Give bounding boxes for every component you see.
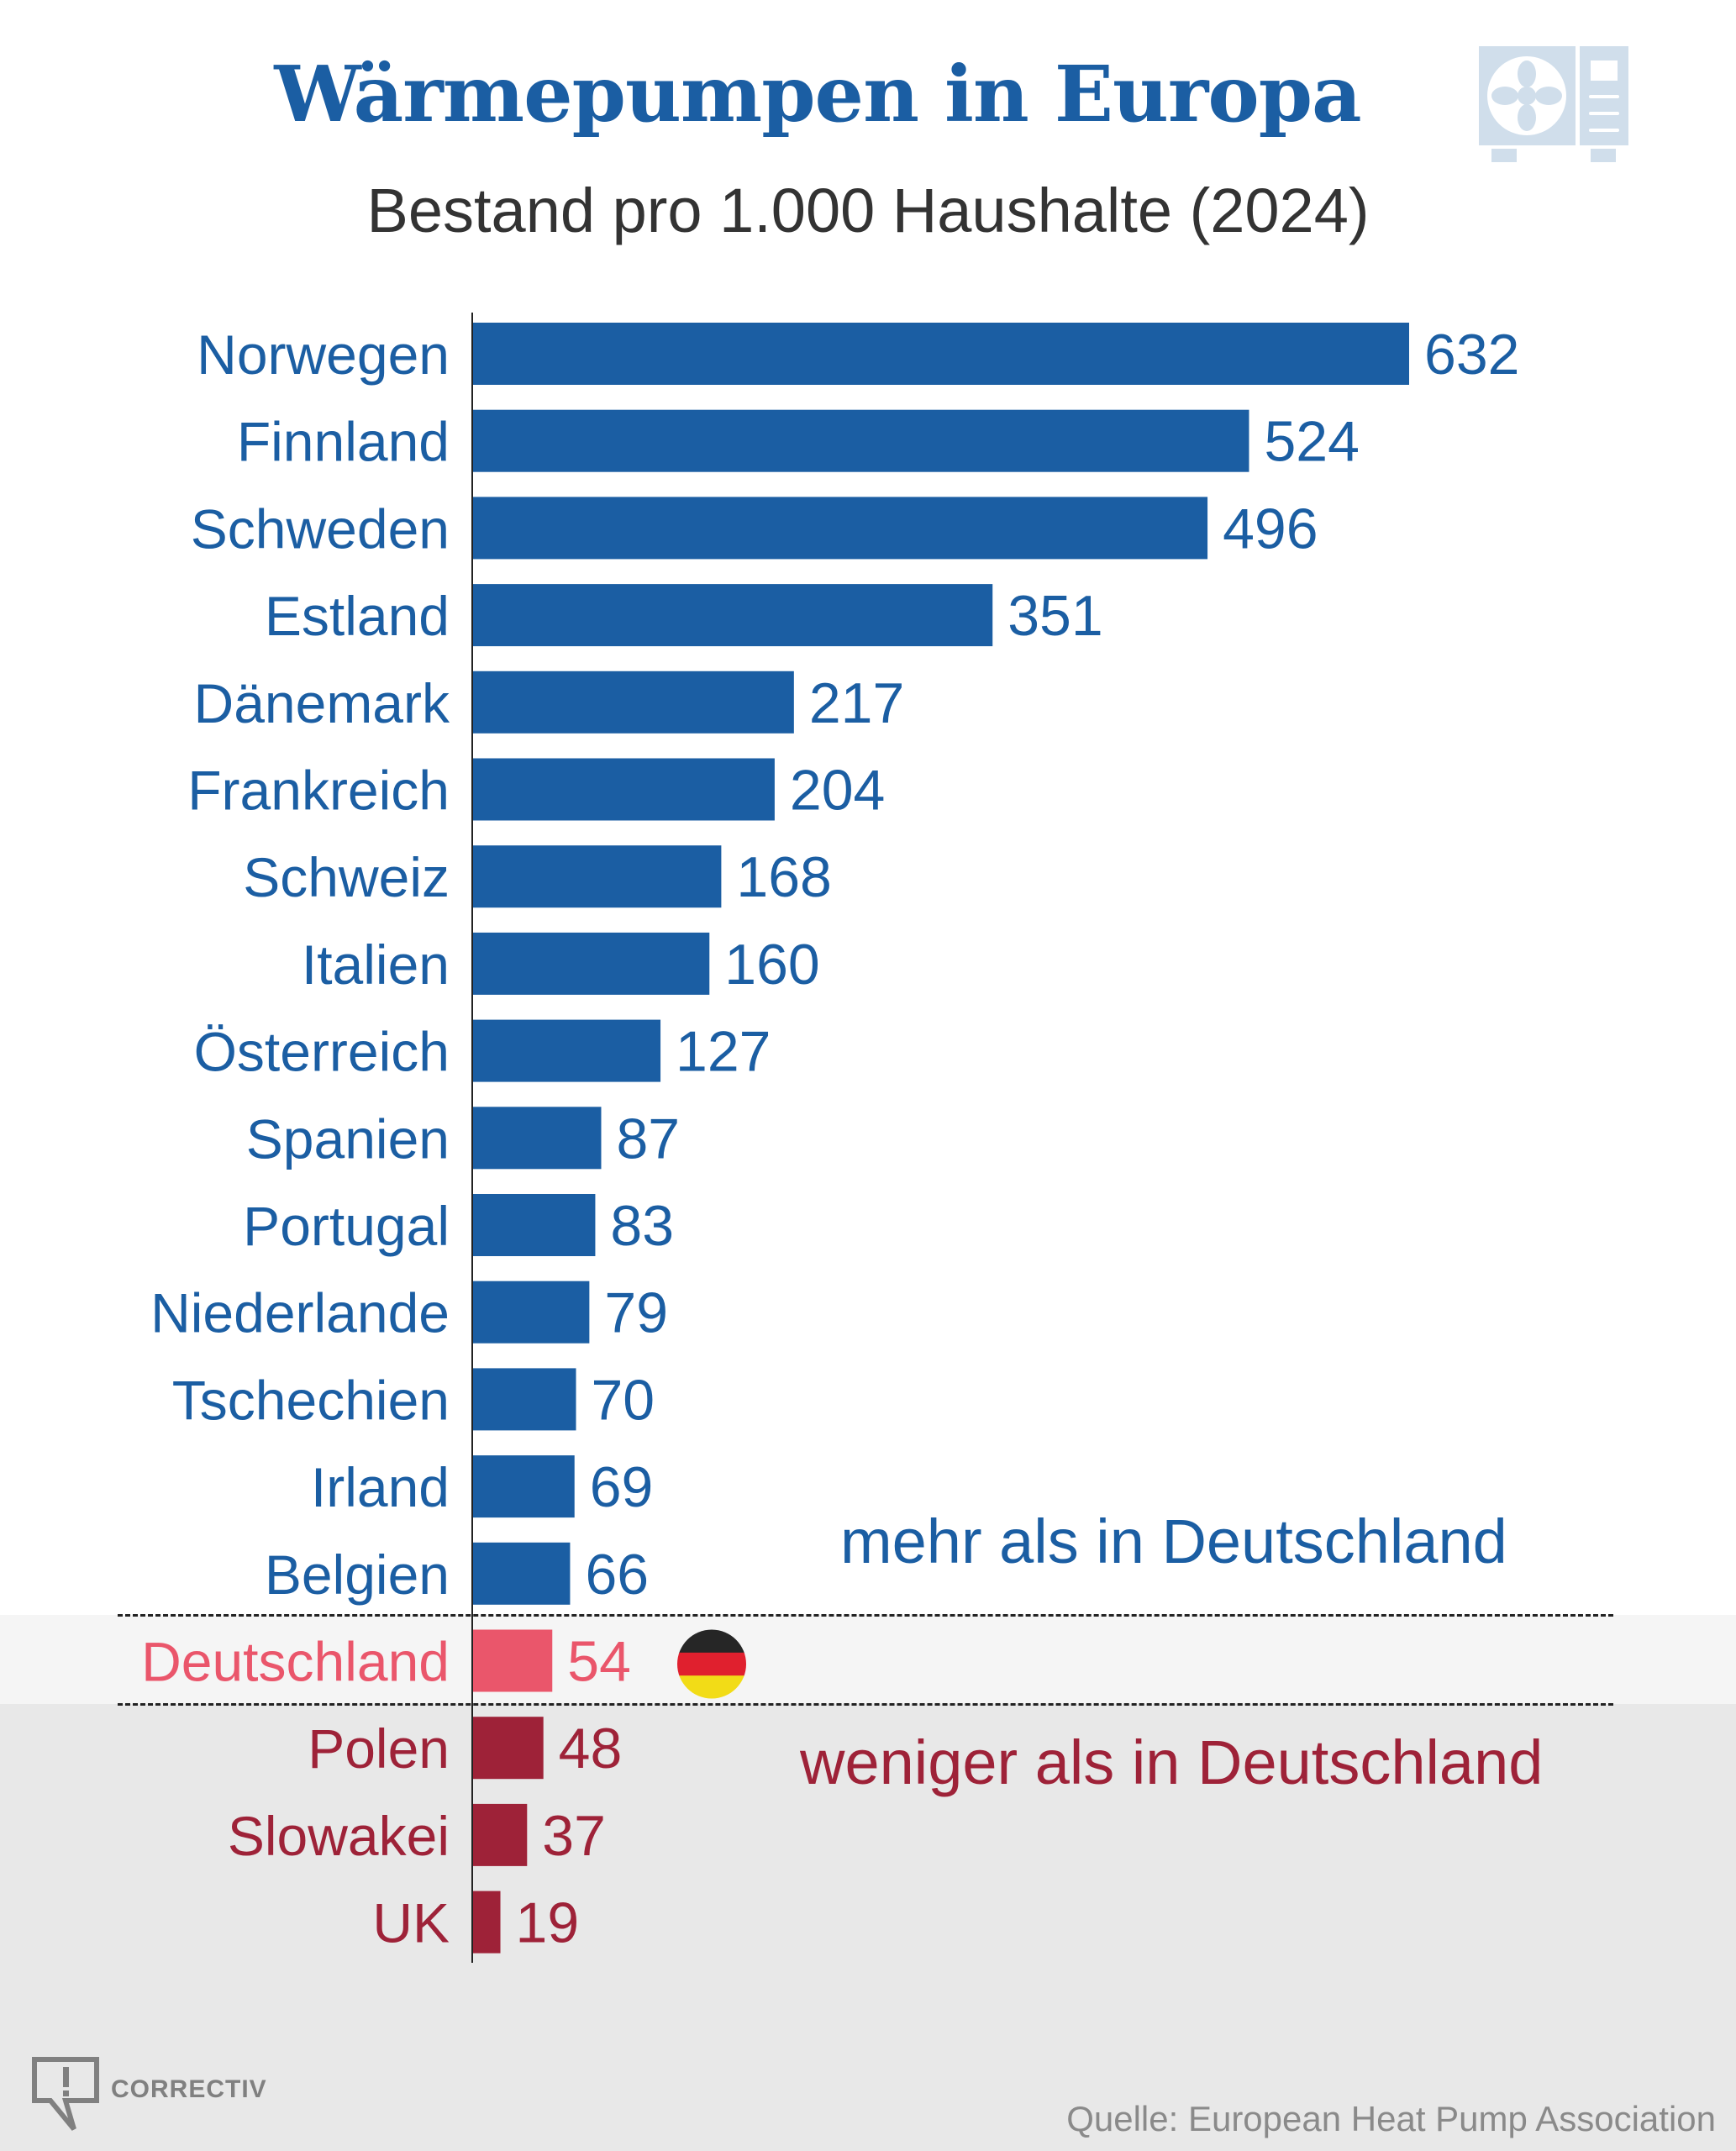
- value-label: 19: [516, 1891, 580, 1955]
- category-label: Irland: [311, 1456, 450, 1518]
- category-label: Spanien: [246, 1107, 450, 1170]
- category-label: Norwegen: [197, 323, 450, 386]
- value-label: 83: [610, 1194, 674, 1258]
- category-label: Österreich: [194, 1021, 450, 1083]
- category-label: Niederlande: [150, 1282, 450, 1344]
- bar-deutschland: [472, 1629, 553, 1692]
- bar-belgien: [472, 1542, 571, 1605]
- annotation-more-than-germany: mehr als in Deutschland: [840, 1507, 1507, 1576]
- value-label: 217: [809, 671, 904, 735]
- category-label: Belgien: [265, 1544, 450, 1606]
- bar-frankreich: [472, 758, 775, 821]
- category-label: Estland: [265, 585, 450, 647]
- chart-title-text: Wärmepumpen in Europa: [274, 49, 1361, 139]
- category-label: Dänemark: [194, 672, 450, 734]
- category-label: Slowakei: [228, 1805, 450, 1867]
- category-label: Schweiz: [243, 846, 450, 908]
- bar-estland: [472, 584, 993, 647]
- bar-schweden: [472, 497, 1208, 560]
- germany-flag-icon: [677, 1629, 746, 1699]
- speech-bubble-exclamation-icon: [32, 2057, 99, 2131]
- annotation-less-than-germany: weniger als in Deutschland: [800, 1728, 1544, 1797]
- value-label: 160: [724, 933, 819, 997]
- value-label: 168: [736, 845, 831, 909]
- value-label: 632: [1424, 323, 1519, 387]
- value-label: 69: [590, 1455, 654, 1519]
- category-label: Italien: [302, 934, 450, 996]
- category-label: Deutschland: [141, 1631, 450, 1693]
- value-label: 496: [1223, 497, 1318, 560]
- value-label: 79: [604, 1281, 668, 1345]
- value-label: 66: [585, 1543, 649, 1607]
- bar-dänemark: [472, 671, 794, 734]
- value-label: 524: [1264, 410, 1359, 474]
- bar-niederlande: [472, 1281, 590, 1344]
- category-label: Tschechien: [172, 1369, 450, 1431]
- bar-norwegen: [472, 323, 1409, 385]
- chart-subtitle: Bestand pro 1.000 Haushalte (2024): [366, 176, 1370, 245]
- divider-below-germany: [118, 1703, 1613, 1706]
- value-label: 204: [790, 759, 885, 823]
- correctiv-logo-text: CORRECTIV: [111, 2075, 267, 2103]
- bar-portugal: [472, 1194, 596, 1256]
- bar-polen: [472, 1717, 544, 1780]
- value-label: 351: [1007, 584, 1102, 648]
- value-label: 48: [559, 1717, 623, 1780]
- bar-spanien: [472, 1107, 602, 1170]
- category-label: Polen: [308, 1717, 450, 1780]
- category-label: Frankreich: [187, 760, 450, 822]
- bar-österreich: [472, 1019, 661, 1082]
- category-label: UK: [372, 1892, 450, 1954]
- bar-slowakei: [472, 1803, 528, 1866]
- category-label: Schweden: [191, 497, 450, 560]
- bar-tschechien: [472, 1368, 576, 1431]
- bar-irland: [472, 1455, 575, 1518]
- less-than-germany-band: [0, 1704, 1736, 2151]
- bar-finnland: [472, 409, 1249, 472]
- chart-title: Wärmepumpen in Europa: [0, 49, 1736, 139]
- bar-italien: [472, 932, 710, 995]
- bar-schweiz: [472, 845, 722, 908]
- value-label: 87: [616, 1107, 680, 1170]
- value-label: 37: [542, 1804, 606, 1868]
- value-label: 54: [567, 1630, 631, 1694]
- germany-highlight-band: [0, 1615, 1736, 1704]
- bar-uk: [472, 1891, 501, 1954]
- source-note: Quelle: European Heat Pump Association: [1066, 2099, 1716, 2138]
- category-label: Finnland: [237, 411, 450, 473]
- divider-above-germany: [118, 1614, 1613, 1617]
- heat-pump-icon: [1479, 46, 1628, 162]
- category-label: Portugal: [243, 1195, 450, 1257]
- value-label: 70: [591, 1368, 655, 1432]
- value-label: 127: [676, 1020, 771, 1084]
